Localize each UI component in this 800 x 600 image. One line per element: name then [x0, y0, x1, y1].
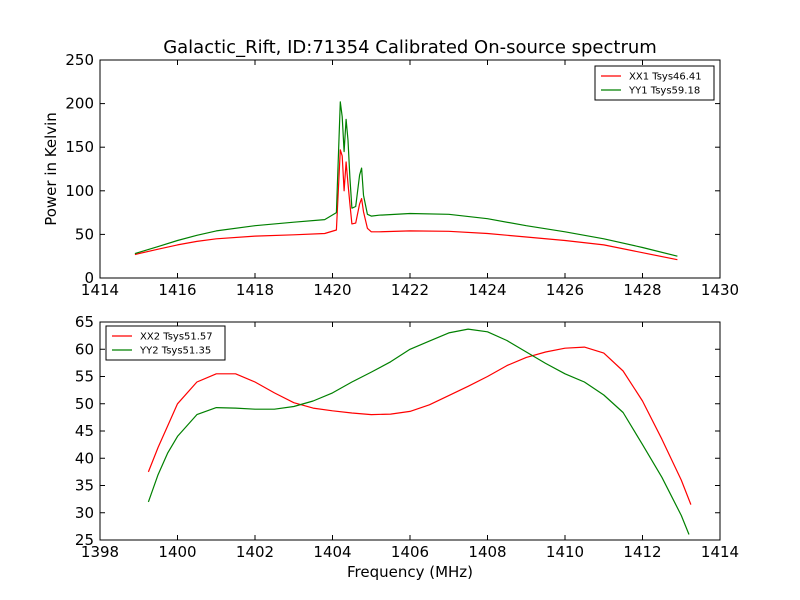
- legend-box: [594, 65, 715, 101]
- y-tick-label: 60: [75, 340, 94, 358]
- x-tick-label: 1418: [236, 281, 274, 299]
- series-line-1: [147, 346, 692, 505]
- y-tick-label: 100: [65, 182, 94, 200]
- series-line-2: [134, 101, 678, 257]
- x-tick-label: 1408: [468, 543, 506, 561]
- x-tick-label: 1426: [546, 281, 584, 299]
- legend-label: YY2 Tsys51.35: [139, 346, 211, 357]
- legend: XX2 Tsys51.57 YY2 Tsys51.35: [105, 325, 226, 361]
- x-tick-label: 1406: [391, 543, 429, 561]
- y-tick-label: 0: [84, 269, 94, 287]
- top-panel: 1414 1416 1418 1420 1422 1424 1426 1428 1430 0 50 1…: [65, 51, 739, 299]
- legend-label: XX1 Tsys46.41: [629, 72, 702, 83]
- figure-title: Galactic_Rift, ID:71354 Calibrated On-so…: [163, 37, 657, 58]
- y-tick-label: 40: [75, 449, 94, 467]
- y-tick-label: 55: [75, 368, 94, 386]
- x-tick-label: 1402: [236, 543, 274, 561]
- x-tick-label: 1398: [81, 543, 119, 561]
- legend-label: XX2 Tsys51.57: [140, 332, 213, 343]
- x-tick-label: 1400: [158, 543, 196, 561]
- y-tick-label: 35: [75, 477, 94, 495]
- x-tick-label: 1414: [81, 281, 119, 299]
- legend-box: [105, 325, 226, 361]
- x-tick-label: 1410: [546, 543, 584, 561]
- y-tick-label: 250: [65, 51, 94, 69]
- x-axis-label: Frequency (MHz): [347, 563, 473, 581]
- x-tick-label: 1422: [391, 281, 429, 299]
- bottom-panel: 1398 1400 1402 1404 1406 1408 1410 1412 1414 25 30…: [75, 313, 739, 561]
- y-tick-label: 200: [65, 95, 94, 113]
- y-tick-label: 50: [75, 395, 94, 413]
- x-tick-label: 1420: [313, 281, 351, 299]
- x-tick-label: 1428: [623, 281, 661, 299]
- x-tick-label: 1414: [701, 543, 739, 561]
- y-axis-label: Power in Kelvin: [42, 112, 60, 226]
- x-tick-label: 1424: [468, 281, 506, 299]
- legend: XX1 Tsys46.41 YY1 Tsys59.18: [594, 65, 715, 101]
- legend-label: YY1 Tsys59.18: [628, 86, 700, 97]
- y-tick-label: 30: [75, 504, 94, 522]
- y-tick-label: 65: [75, 313, 94, 331]
- y-tick-label: 25: [75, 531, 94, 549]
- x-tick-label: 1404: [313, 543, 351, 561]
- x-tick-label: 1412: [623, 543, 661, 561]
- y-tick-label: 50: [75, 225, 94, 243]
- series-line-1: [134, 149, 678, 261]
- x-tick-label: 1416: [158, 281, 196, 299]
- series-line-2: [147, 328, 690, 535]
- y-tick-label: 150: [65, 138, 94, 156]
- y-tick-label: 45: [75, 422, 94, 440]
- x-tick-label: 1430: [701, 281, 739, 299]
